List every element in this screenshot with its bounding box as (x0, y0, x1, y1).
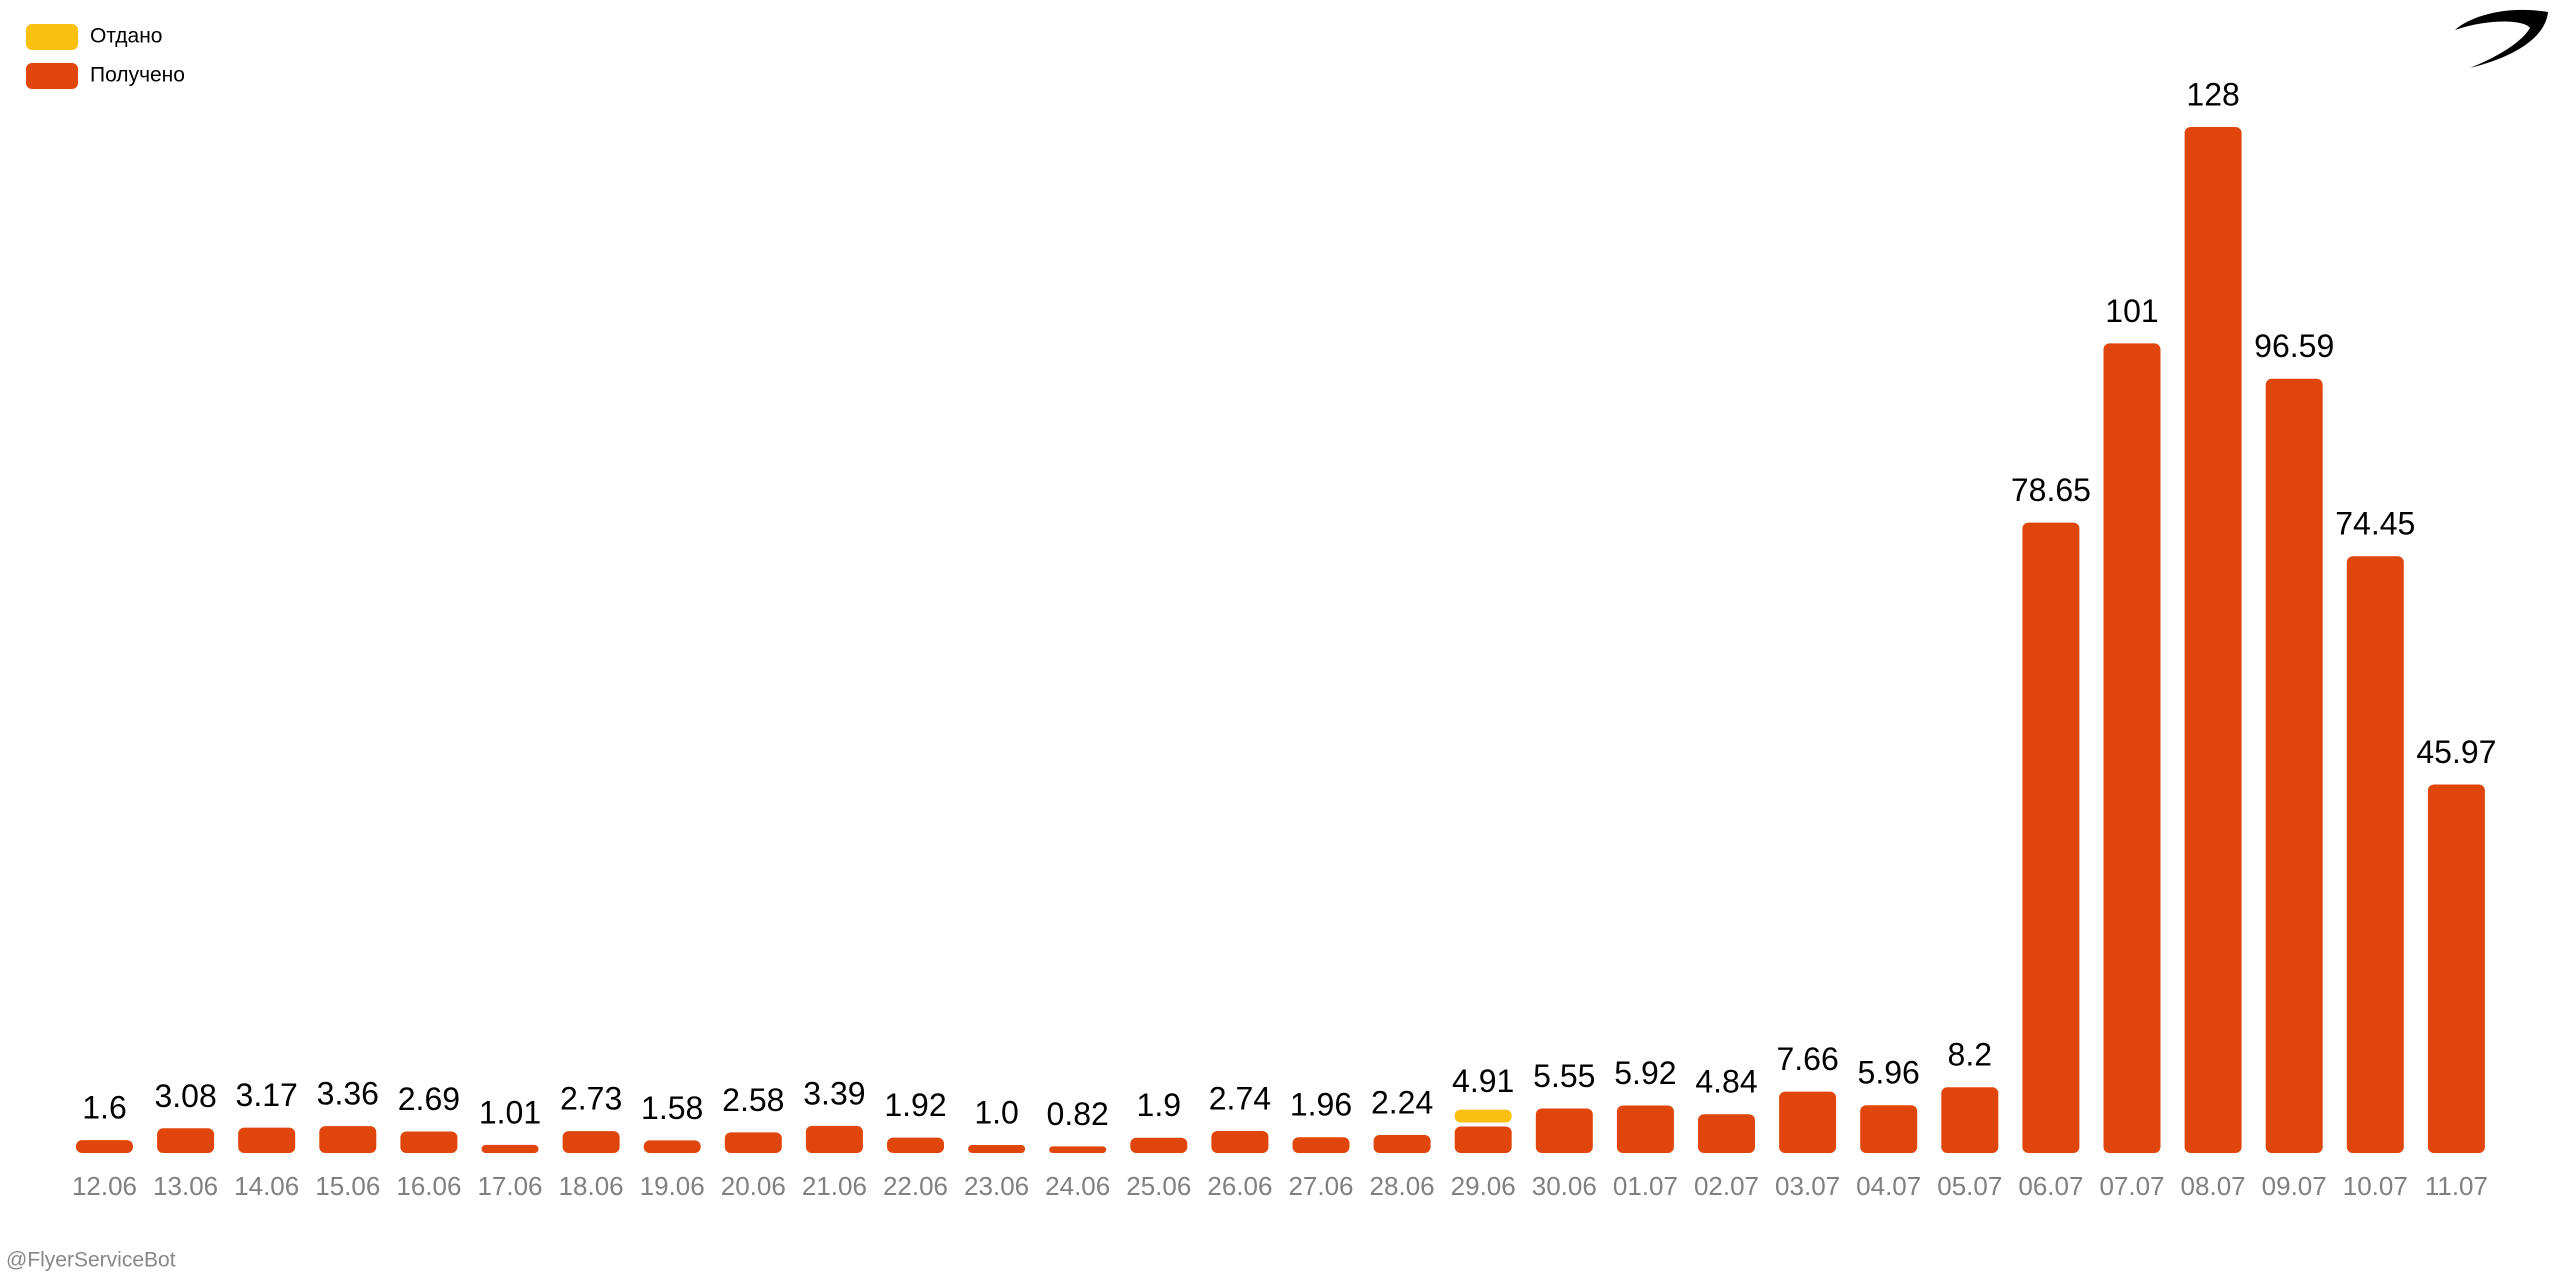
x-tick-label: 16.06 (396, 1171, 461, 1201)
bar (968, 1144, 1026, 1153)
value-label: 128 (2186, 76, 2239, 112)
x-tick-label: 18.06 (559, 1171, 624, 1201)
bar (400, 1131, 458, 1153)
bar (1454, 1126, 1512, 1153)
bar (1049, 1146, 1107, 1153)
value-label: 3.36 (317, 1076, 379, 1112)
bar (2346, 556, 2404, 1153)
bar (1292, 1137, 1350, 1153)
bar (2022, 522, 2080, 1153)
bar (724, 1132, 782, 1153)
bar (887, 1137, 944, 1153)
value-label: 96.59 (2254, 328, 2334, 364)
value-label: 3.08 (154, 1078, 216, 1114)
value-label: 2.58 (722, 1082, 784, 1118)
legend-swatch (26, 63, 78, 89)
legend-swatch (26, 24, 78, 50)
x-tick-label: 26.06 (1207, 1171, 1272, 1201)
footer: @FlyerServiceBot (6, 1249, 176, 1272)
value-label: 74.45 (2335, 506, 2415, 542)
bar (1130, 1137, 1188, 1153)
bar (2427, 784, 2485, 1153)
x-tick-label: 12.06 (72, 1171, 137, 1201)
x-tick-label: 20.06 (721, 1171, 786, 1201)
x-tick-label: 28.06 (1370, 1171, 1435, 1201)
bar (1373, 1135, 1431, 1153)
x-tick-label: 27.06 (1288, 1171, 1353, 1201)
value-label: 2.69 (398, 1081, 460, 1117)
value-label: 101 (2105, 293, 2158, 329)
x-tick-label: 08.07 (2181, 1171, 2246, 1201)
value-label: 5.92 (1614, 1055, 1676, 1091)
value-label: 5.55 (1533, 1058, 1595, 1094)
value-label: 1.01 (479, 1094, 541, 1130)
bar (1860, 1105, 1918, 1153)
value-label: 7.66 (1776, 1041, 1838, 1077)
x-tick-label: 11.07 (2425, 1171, 2488, 1201)
x-tick-label: 04.07 (1856, 1171, 1921, 1201)
x-tick-label: 06.07 (2018, 1171, 2083, 1201)
bar (1454, 1109, 1512, 1123)
bar (562, 1131, 620, 1153)
bar (1211, 1131, 1269, 1153)
x-tick-label: 01.07 (1613, 1171, 1678, 1201)
value-label: 45.97 (2416, 734, 2496, 770)
bar (1941, 1087, 1999, 1153)
x-tick-label: 15.06 (315, 1171, 380, 1201)
bar (805, 1125, 863, 1153)
x-tick-label: 22.06 (883, 1171, 948, 1201)
value-label: 4.91 (1452, 1063, 1514, 1099)
bar (1779, 1091, 1837, 1153)
x-tick-label: 10.07 (2343, 1171, 2408, 1201)
bar (1616, 1105, 1674, 1153)
value-label: 2.74 (1209, 1080, 1271, 1116)
value-label: 3.39 (803, 1075, 865, 1111)
x-tick-label: 07.07 (2099, 1171, 2164, 1201)
x-tick-label: 21.06 (802, 1171, 867, 1201)
bar (157, 1128, 215, 1153)
value-label: 1.6 (82, 1090, 126, 1126)
value-label: 1.58 (641, 1090, 703, 1126)
bar (319, 1126, 377, 1153)
x-tick-label: 02.07 (1694, 1171, 1759, 1201)
bar (238, 1127, 296, 1153)
value-label: 1.0 (974, 1094, 1018, 1130)
x-tick-label: 23.06 (964, 1171, 1029, 1201)
x-tick-label: 25.06 (1126, 1171, 1191, 1201)
bar (76, 1140, 133, 1153)
value-label: 0.82 (1047, 1096, 1109, 1132)
value-label: 2.73 (560, 1081, 622, 1117)
x-tick-label: 17.06 (477, 1171, 542, 1201)
value-label: 78.65 (2011, 472, 2091, 508)
bar (481, 1144, 539, 1153)
value-label: 2.24 (1371, 1084, 1433, 1120)
x-tick-label: 24.06 (1045, 1171, 1110, 1201)
x-tick-label: 30.06 (1532, 1171, 1597, 1201)
x-tick-label: 19.06 (640, 1171, 705, 1201)
x-tick-label: 29.06 (1451, 1171, 1516, 1201)
bar (1535, 1108, 1593, 1153)
legend-label: Получено (90, 64, 185, 87)
value-label: 5.96 (1858, 1055, 1920, 1091)
x-tick-label: 03.07 (1775, 1171, 1840, 1201)
logo (2455, 9, 2548, 68)
x-tick-label: 13.06 (153, 1171, 218, 1201)
value-label: 8.2 (1948, 1037, 1992, 1073)
value-label: 1.92 (884, 1087, 946, 1123)
x-tick-label: 05.07 (1937, 1171, 2002, 1201)
legend-label: Отдано (90, 25, 162, 48)
bar (2103, 343, 2161, 1153)
x-tick-label: 09.07 (2262, 1171, 2327, 1201)
bar (2265, 378, 2323, 1154)
bar (643, 1140, 701, 1153)
value-label: 3.17 (236, 1077, 298, 1113)
value-label: 1.96 (1290, 1087, 1352, 1123)
x-tick-label: 14.06 (234, 1171, 299, 1201)
value-label: 1.9 (1137, 1087, 1181, 1123)
bar (1698, 1114, 1755, 1153)
bar (2184, 127, 2242, 1153)
value-label: 4.84 (1695, 1064, 1757, 1100)
